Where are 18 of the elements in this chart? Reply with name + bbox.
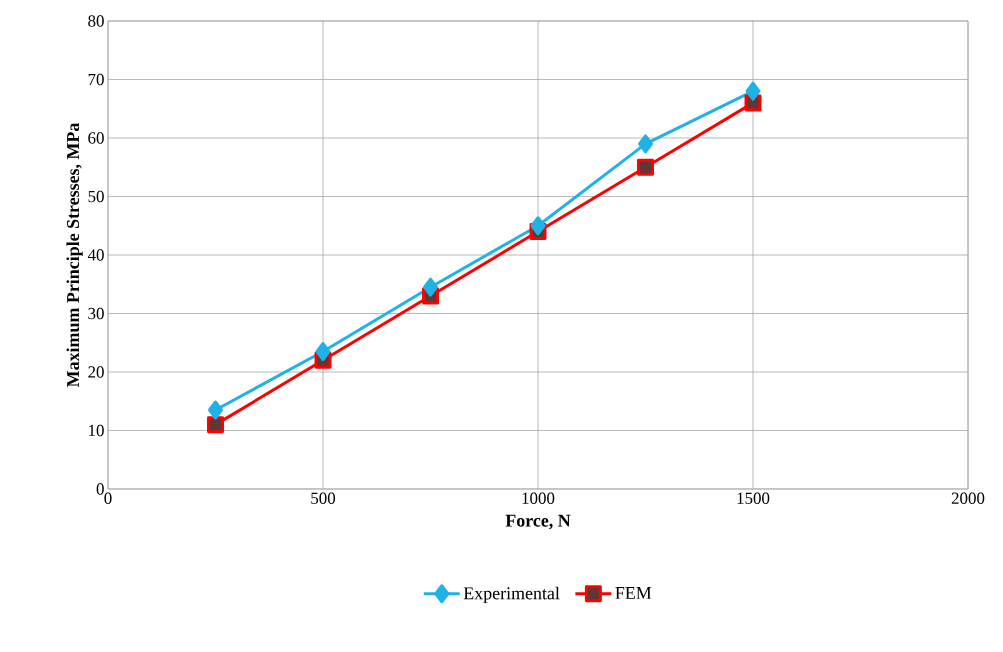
x-axis-title: Force, N — [505, 514, 571, 530]
y-axis-title: Maximum Principle Stresses, MPa — [66, 122, 83, 387]
x-tick-label: 1500 — [737, 492, 770, 504]
y-tick-label: 0 — [96, 483, 104, 495]
y-tick-label: 30 — [88, 307, 104, 320]
x-tick-label: 2000 — [951, 492, 985, 504]
y-tick-label: 50 — [88, 190, 104, 203]
y-tick-label: 10 — [89, 424, 104, 437]
x-tick-label: 500 — [311, 492, 336, 504]
x-tick-label: 0 — [104, 492, 112, 504]
y-tick-label: 20 — [88, 366, 104, 378]
y-tick-label: 60 — [88, 132, 104, 144]
y-tick-label: 70 — [88, 73, 104, 86]
legend-label: FEM — [615, 587, 652, 599]
legend-label: Experimental — [463, 586, 560, 604]
y-tick-label: 80 — [88, 15, 104, 27]
y-tick-label: 40 — [87, 249, 104, 261]
x-tick-label: 1000 — [522, 492, 555, 504]
